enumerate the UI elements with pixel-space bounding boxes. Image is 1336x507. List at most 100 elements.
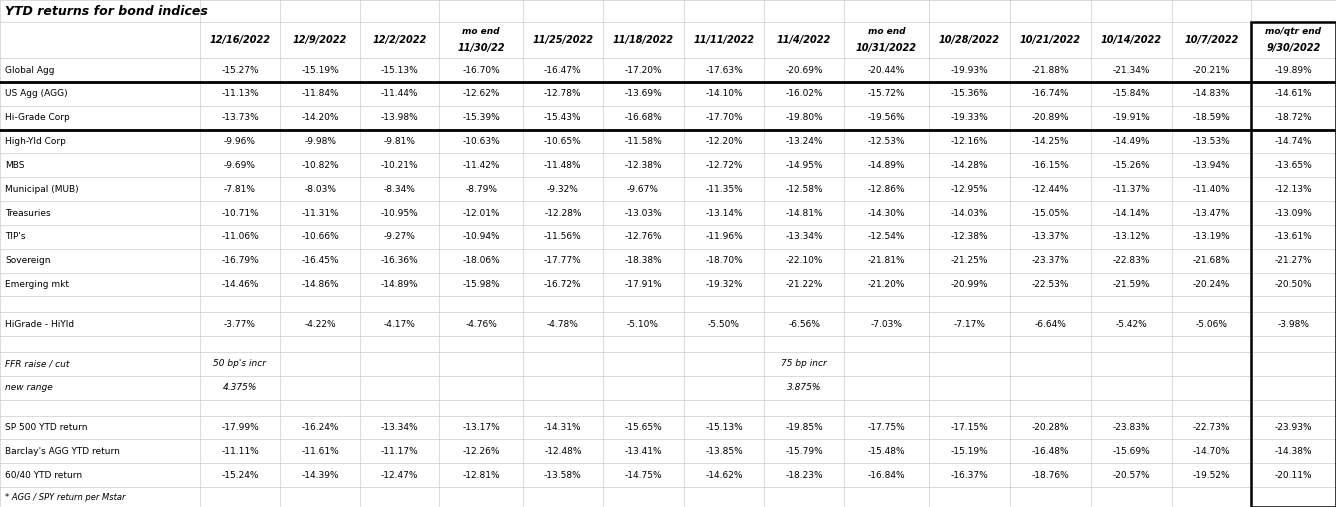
Text: -15.19%: -15.19% — [302, 65, 339, 75]
Text: -16.45%: -16.45% — [302, 256, 339, 265]
Text: -4.76%: -4.76% — [465, 320, 497, 329]
Text: -15.65%: -15.65% — [624, 423, 661, 432]
Text: -13.47%: -13.47% — [1193, 208, 1230, 218]
Text: -13.65%: -13.65% — [1275, 161, 1312, 170]
Text: -12.58%: -12.58% — [786, 185, 823, 194]
Text: -14.14%: -14.14% — [1113, 208, 1150, 218]
Text: -13.98%: -13.98% — [381, 113, 418, 122]
Text: -16.72%: -16.72% — [544, 280, 581, 289]
Text: -15.39%: -15.39% — [462, 113, 500, 122]
Text: -10.71%: -10.71% — [220, 208, 259, 218]
Text: -16.79%: -16.79% — [220, 256, 259, 265]
Text: -22.73%: -22.73% — [1193, 423, 1230, 432]
Text: -14.38%: -14.38% — [1275, 447, 1312, 456]
Text: -14.03%: -14.03% — [950, 208, 989, 218]
Text: -12.76%: -12.76% — [624, 232, 661, 241]
Text: -19.32%: -19.32% — [705, 280, 743, 289]
Text: -14.75%: -14.75% — [624, 470, 661, 480]
Text: -13.09%: -13.09% — [1275, 208, 1312, 218]
Text: -9.32%: -9.32% — [546, 185, 578, 194]
Text: -11.31%: -11.31% — [302, 208, 339, 218]
Text: * AGG / SPY return per Mstar: * AGG / SPY return per Mstar — [5, 493, 126, 501]
Text: -4.78%: -4.78% — [546, 320, 578, 329]
Text: 4.375%: 4.375% — [223, 383, 257, 392]
Text: new range: new range — [5, 383, 53, 392]
Text: 10/21/2022: 10/21/2022 — [1019, 35, 1081, 45]
Text: -12.47%: -12.47% — [381, 470, 418, 480]
Text: -8.03%: -8.03% — [305, 185, 337, 194]
Text: -12.28%: -12.28% — [544, 208, 581, 218]
Text: -17.77%: -17.77% — [544, 256, 581, 265]
Text: -19.85%: -19.85% — [786, 423, 823, 432]
Text: -10.94%: -10.94% — [462, 232, 500, 241]
Text: -7.17%: -7.17% — [954, 320, 986, 329]
Text: -10.21%: -10.21% — [381, 161, 418, 170]
Text: 3.875%: 3.875% — [787, 383, 822, 392]
Text: -8.79%: -8.79% — [465, 185, 497, 194]
Text: -22.83%: -22.83% — [1113, 256, 1150, 265]
Text: -20.24%: -20.24% — [1193, 280, 1230, 289]
Text: -14.95%: -14.95% — [786, 161, 823, 170]
Text: -12.01%: -12.01% — [462, 208, 500, 218]
Text: -22.53%: -22.53% — [1031, 280, 1069, 289]
Text: 11/25/2022: 11/25/2022 — [532, 35, 593, 45]
Text: -4.17%: -4.17% — [383, 320, 415, 329]
Text: -20.57%: -20.57% — [1113, 470, 1150, 480]
Text: -9.69%: -9.69% — [224, 161, 257, 170]
Text: -14.81%: -14.81% — [786, 208, 823, 218]
Text: -15.98%: -15.98% — [462, 280, 500, 289]
Text: mo end: mo end — [462, 27, 500, 37]
Text: -15.36%: -15.36% — [950, 89, 989, 98]
Text: US Agg (AGG): US Agg (AGG) — [5, 89, 68, 98]
Text: -11.11%: -11.11% — [220, 447, 259, 456]
Text: 11/4/2022: 11/4/2022 — [778, 35, 831, 45]
Text: -11.61%: -11.61% — [302, 447, 339, 456]
Text: -19.93%: -19.93% — [950, 65, 989, 75]
Text: -19.33%: -19.33% — [950, 113, 989, 122]
Text: -15.48%: -15.48% — [867, 447, 906, 456]
Text: -16.36%: -16.36% — [381, 256, 418, 265]
Text: -16.37%: -16.37% — [950, 470, 989, 480]
Text: -6.56%: -6.56% — [788, 320, 820, 329]
Text: -12.54%: -12.54% — [867, 232, 906, 241]
Text: -5.42%: -5.42% — [1116, 320, 1148, 329]
Text: -14.30%: -14.30% — [867, 208, 906, 218]
Text: -12.95%: -12.95% — [950, 185, 989, 194]
Text: -6.64%: -6.64% — [1034, 320, 1066, 329]
Text: -14.61%: -14.61% — [1275, 89, 1312, 98]
Text: -10.66%: -10.66% — [302, 232, 339, 241]
Text: -11.40%: -11.40% — [1193, 185, 1230, 194]
Text: -12.38%: -12.38% — [624, 161, 661, 170]
Text: -16.48%: -16.48% — [1031, 447, 1069, 456]
Text: -13.37%: -13.37% — [1031, 232, 1069, 241]
Text: -18.06%: -18.06% — [462, 256, 500, 265]
Text: -5.50%: -5.50% — [708, 320, 740, 329]
Text: -9.81%: -9.81% — [383, 137, 415, 146]
Text: -11.58%: -11.58% — [624, 137, 661, 146]
Text: -18.23%: -18.23% — [786, 470, 823, 480]
Text: -10.82%: -10.82% — [302, 161, 339, 170]
Text: -20.21%: -20.21% — [1193, 65, 1230, 75]
Text: -5.06%: -5.06% — [1196, 320, 1228, 329]
Text: -12.44%: -12.44% — [1031, 185, 1069, 194]
Text: -15.72%: -15.72% — [867, 89, 906, 98]
Text: 12/2/2022: 12/2/2022 — [373, 35, 426, 45]
Text: -13.14%: -13.14% — [705, 208, 743, 218]
Text: -14.46%: -14.46% — [222, 280, 259, 289]
Text: -20.11%: -20.11% — [1275, 470, 1312, 480]
Text: -22.10%: -22.10% — [786, 256, 823, 265]
Text: -14.89%: -14.89% — [381, 280, 418, 289]
Text: Barclay's AGG YTD return: Barclay's AGG YTD return — [5, 447, 120, 456]
Text: -20.99%: -20.99% — [950, 280, 989, 289]
Text: 10/7/2022: 10/7/2022 — [1184, 35, 1238, 45]
Text: Global Agg: Global Agg — [5, 65, 55, 75]
Text: -15.24%: -15.24% — [222, 470, 259, 480]
Text: -12.86%: -12.86% — [867, 185, 906, 194]
Text: 60/40 YTD return: 60/40 YTD return — [5, 470, 83, 480]
Text: -11.17%: -11.17% — [381, 447, 418, 456]
Text: -19.91%: -19.91% — [1112, 113, 1150, 122]
Text: -10.95%: -10.95% — [381, 208, 418, 218]
Text: 10/14/2022: 10/14/2022 — [1101, 35, 1161, 45]
Text: 50 bp's incr: 50 bp's incr — [214, 359, 266, 369]
Text: -11.44%: -11.44% — [381, 89, 418, 98]
